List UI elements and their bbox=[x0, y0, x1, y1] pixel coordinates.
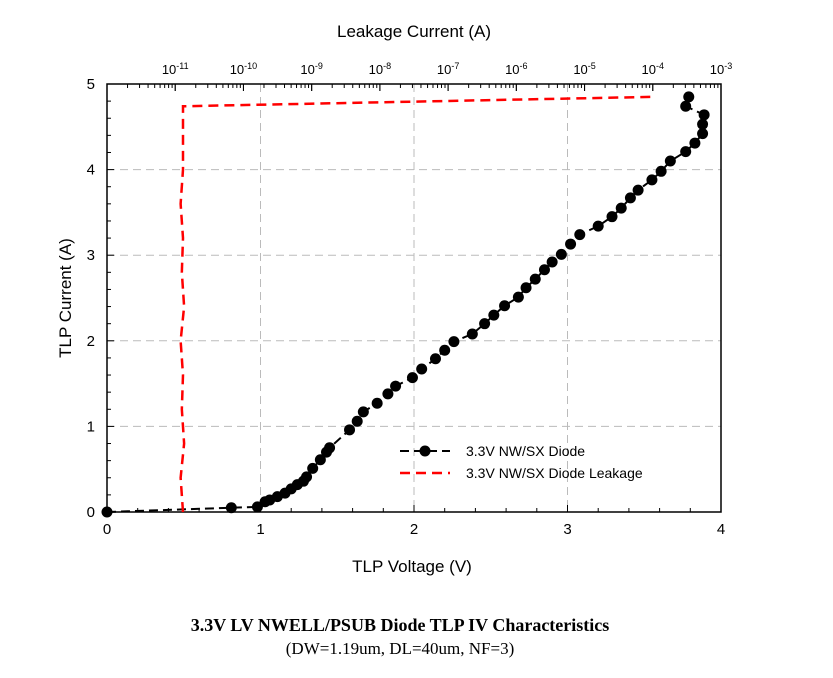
iv-data-point bbox=[416, 363, 428, 375]
iv-data-point bbox=[546, 256, 558, 268]
iv-data-point bbox=[683, 91, 695, 103]
iv-data-point bbox=[479, 318, 491, 330]
iv-data-point bbox=[448, 336, 460, 348]
x2-tick-label: 10-9 bbox=[300, 61, 322, 77]
iv-data-point bbox=[697, 128, 709, 140]
x-tick-label: 0 bbox=[103, 521, 111, 538]
x2-tick-label: 10-10 bbox=[230, 61, 257, 77]
iv-data-point bbox=[529, 273, 541, 285]
legend-iv-label: 3.3V NW/SX Diode bbox=[466, 443, 585, 459]
x-axis-label: TLP Voltage (V) bbox=[352, 557, 472, 576]
iv-data-point bbox=[429, 353, 441, 365]
y-tick-label: 5 bbox=[87, 76, 95, 93]
x2-tick-label: 10-11 bbox=[162, 61, 189, 77]
iv-data-point bbox=[664, 155, 676, 167]
x-tick-label: 1 bbox=[256, 521, 264, 538]
iv-data-point bbox=[615, 202, 627, 214]
iv-data-point bbox=[324, 442, 336, 454]
x2-tick-label: 10-6 bbox=[505, 61, 527, 77]
chart-subtitle: (DW=1.19um, DL=40um, NF=3) bbox=[285, 639, 515, 658]
iv-data-point bbox=[574, 229, 586, 241]
chart-title: 3.3V LV NWELL/PSUB Diode TLP IV Characte… bbox=[190, 615, 610, 635]
iv-data-point bbox=[592, 220, 604, 232]
iv-data-point bbox=[488, 309, 500, 321]
iv-data-point bbox=[655, 165, 667, 177]
iv-data-point bbox=[439, 344, 451, 356]
iv-data-point bbox=[390, 380, 402, 392]
iv-data-point bbox=[697, 118, 709, 130]
iv-data-point bbox=[538, 264, 550, 276]
iv-data-point bbox=[307, 462, 319, 474]
x2-tick-label: 10-3 bbox=[710, 61, 732, 77]
iv-data-point bbox=[357, 406, 369, 418]
iv-data-point bbox=[225, 502, 237, 514]
x-tick-label: 2 bbox=[410, 521, 418, 538]
iv-data-point bbox=[101, 506, 113, 518]
iv-data-point bbox=[301, 471, 313, 483]
iv-data-point bbox=[466, 328, 478, 340]
x2-tick-label: 10-7 bbox=[437, 61, 459, 77]
x2-tick-label: 10-4 bbox=[642, 61, 664, 77]
x-tick-label: 3 bbox=[563, 521, 571, 538]
iv-data-point bbox=[680, 100, 692, 112]
x2-tick-label: 10-8 bbox=[369, 61, 391, 77]
y-tick-label: 0 bbox=[87, 504, 95, 521]
iv-data-point bbox=[646, 174, 658, 186]
iv-data-point bbox=[382, 388, 394, 400]
iv-data-point bbox=[606, 211, 618, 223]
iv-data-point bbox=[344, 424, 356, 436]
x-tick-label: 4 bbox=[717, 521, 725, 538]
iv-data-point bbox=[351, 415, 363, 427]
iv-data-point bbox=[406, 372, 418, 384]
y-tick-label: 1 bbox=[87, 418, 95, 435]
iv-data-point bbox=[520, 282, 532, 294]
legend-iv-marker bbox=[419, 445, 431, 457]
y-tick-label: 2 bbox=[87, 333, 95, 350]
y-tick-label: 4 bbox=[87, 162, 95, 179]
iv-data-point bbox=[689, 137, 701, 149]
x2-tick-label: 10-5 bbox=[573, 61, 595, 77]
iv-data-point bbox=[632, 184, 644, 196]
iv-data-point bbox=[512, 291, 524, 303]
iv-data-point bbox=[698, 109, 710, 121]
leakage-curve-line bbox=[179, 95, 655, 513]
iv-data-point bbox=[680, 146, 692, 158]
iv-data-point bbox=[314, 454, 326, 466]
iv-data-point bbox=[624, 192, 636, 204]
iv-data-point bbox=[565, 238, 577, 250]
legend-leakage-label: 3.3V NW/SX Diode Leakage bbox=[466, 465, 643, 481]
x2-axis-label: Leakage Current (A) bbox=[337, 22, 491, 41]
iv-data-point bbox=[371, 397, 383, 409]
iv-data-point bbox=[499, 300, 511, 312]
iv-data-point bbox=[555, 248, 567, 260]
iv-curve-line bbox=[106, 96, 706, 513]
y-axis-label: TLP Current (A) bbox=[56, 238, 75, 358]
y-tick-label: 3 bbox=[87, 247, 95, 264]
